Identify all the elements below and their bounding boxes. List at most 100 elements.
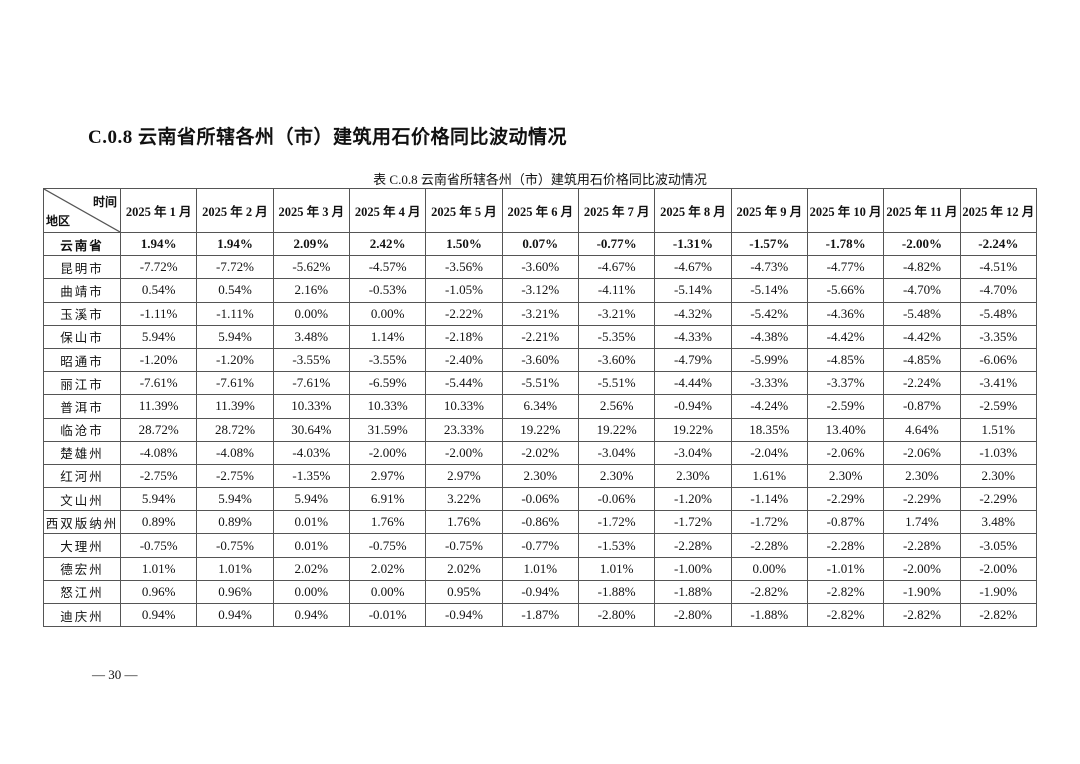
value-cell: -4.08% bbox=[196, 440, 274, 465]
value-cell: -5.14% bbox=[654, 278, 732, 303]
value-cell: -3.60% bbox=[577, 347, 656, 373]
value-cell: -4.51% bbox=[959, 255, 1038, 280]
region-cell: 云南省 bbox=[43, 231, 121, 257]
value-cell: 10.33% bbox=[348, 394, 427, 419]
value-cell: 0.01% bbox=[272, 510, 350, 535]
value-cell: 0.07% bbox=[501, 231, 579, 257]
value-cell: -0.77% bbox=[501, 533, 579, 558]
value-cell: 0.00% bbox=[272, 579, 350, 605]
value-cell: -3.05% bbox=[959, 533, 1038, 558]
region-cell: 红河州 bbox=[43, 463, 121, 489]
value-cell: 1.94% bbox=[196, 231, 274, 257]
value-cell: 0.54% bbox=[119, 278, 198, 303]
value-cell: -0.87% bbox=[883, 394, 961, 419]
value-cell: 18.35% bbox=[730, 417, 808, 442]
value-cell: 10.33% bbox=[425, 394, 503, 419]
value-cell: 19.22% bbox=[577, 417, 656, 442]
value-cell: -0.06% bbox=[501, 487, 579, 512]
value-cell: 2.56% bbox=[577, 394, 656, 419]
value-cell: -2.06% bbox=[806, 440, 885, 465]
value-cell: 3.22% bbox=[425, 487, 503, 512]
value-cell: 3.48% bbox=[959, 510, 1038, 535]
value-cell: 19.22% bbox=[501, 417, 579, 442]
value-cell: 2.97% bbox=[348, 463, 427, 489]
value-cell: 2.16% bbox=[272, 278, 350, 303]
column-header: 2025 年 8 月 bbox=[654, 188, 732, 233]
table-row: 普洱市 11.39% 11.39% 10.33% 10.33% 10.33% 6.34% 2.… bbox=[43, 394, 1038, 419]
value-cell: -3.04% bbox=[654, 440, 732, 465]
value-cell: 3.48% bbox=[272, 324, 350, 349]
value-cell: -2.82% bbox=[959, 602, 1038, 628]
value-cell: 2.97% bbox=[425, 463, 503, 489]
value-cell: -0.01% bbox=[348, 602, 427, 628]
value-cell: 2.02% bbox=[425, 556, 503, 581]
table-row: 昆明市 -7.72% -7.72% -5.62% -4.57% -3.56% -3.60% -… bbox=[43, 255, 1038, 280]
value-cell: -1.72% bbox=[654, 510, 732, 535]
value-cell: -2.28% bbox=[883, 533, 961, 558]
value-cell: 6.91% bbox=[348, 487, 427, 512]
value-cell: 0.54% bbox=[196, 278, 274, 303]
value-cell: 1.14% bbox=[348, 324, 427, 349]
value-cell: -5.14% bbox=[730, 278, 808, 303]
table-row: 西双版纳州 0.89% 0.89% 0.01% 1.76% 1.76% -0.86% -1.7… bbox=[43, 510, 1038, 535]
table-row: 大理州 -0.75% -0.75% 0.01% -0.75% -0.75% -0.77% -1… bbox=[43, 533, 1038, 558]
table-row: 昭通市 -1.20% -1.20% -3.55% -3.55% -2.40% -3.60% -… bbox=[43, 347, 1038, 373]
value-cell: 28.72% bbox=[119, 417, 198, 442]
value-cell: -0.75% bbox=[196, 533, 274, 558]
value-cell: 1.76% bbox=[348, 510, 427, 535]
value-cell: 1.76% bbox=[425, 510, 503, 535]
value-cell: -1.72% bbox=[577, 510, 656, 535]
value-cell: 2.02% bbox=[348, 556, 427, 581]
value-cell: 1.74% bbox=[883, 510, 961, 535]
value-cell: -0.53% bbox=[348, 278, 427, 303]
value-cell: 0.00% bbox=[348, 579, 427, 605]
value-cell: -1.11% bbox=[119, 301, 198, 326]
value-cell: -4.38% bbox=[730, 324, 808, 349]
value-cell: 1.94% bbox=[119, 231, 198, 257]
page-number: — 30 — bbox=[92, 667, 138, 682]
value-cell: -4.67% bbox=[577, 255, 656, 280]
region-cell: 昆明市 bbox=[43, 255, 121, 280]
column-header: 2025 年 9 月 bbox=[730, 188, 808, 233]
value-cell: -4.70% bbox=[959, 278, 1038, 303]
value-cell: -2.02% bbox=[501, 440, 579, 465]
value-cell: 1.01% bbox=[501, 556, 579, 581]
value-cell: -3.35% bbox=[959, 324, 1038, 349]
value-cell: -3.41% bbox=[959, 371, 1038, 396]
table-row: 楚雄州 -4.08% -4.08% -4.03% -2.00% -2.00% -2.02% -… bbox=[43, 440, 1038, 465]
table-row: 保山市 5.94% 5.94% 3.48% 1.14% -2.18% -2.21% -5.35… bbox=[43, 324, 1038, 349]
value-cell: -4.42% bbox=[883, 324, 961, 349]
value-cell: -5.48% bbox=[883, 301, 961, 326]
value-cell: -5.51% bbox=[501, 371, 579, 396]
value-cell: -1.78% bbox=[806, 231, 885, 257]
region-cell: 大理州 bbox=[43, 533, 121, 558]
region-cell: 文山州 bbox=[43, 487, 121, 512]
value-cell: -1.20% bbox=[119, 347, 198, 373]
diagonal-divider bbox=[44, 189, 120, 232]
column-header: 2025 年 4 月 bbox=[348, 188, 427, 233]
value-cell: -4.70% bbox=[883, 278, 961, 303]
value-cell: -4.33% bbox=[654, 324, 732, 349]
value-cell: -4.42% bbox=[806, 324, 885, 349]
value-cell: 2.02% bbox=[272, 556, 350, 581]
value-cell: 5.94% bbox=[119, 487, 198, 512]
value-cell: -3.55% bbox=[348, 347, 427, 373]
value-cell: 0.00% bbox=[348, 301, 427, 326]
value-cell: -4.36% bbox=[806, 301, 885, 326]
table-header-row: 时间 地区 2025 年 1 月 2025 年 2 月 2025 年 3 月 2025… bbox=[43, 188, 1038, 233]
value-cell: 0.00% bbox=[272, 301, 350, 326]
value-cell: -2.24% bbox=[959, 231, 1038, 257]
value-cell: -4.32% bbox=[654, 301, 732, 326]
value-cell: 0.95% bbox=[425, 579, 503, 605]
value-cell: 0.89% bbox=[196, 510, 274, 535]
price-fluctuation-table: 时间 地区 2025 年 1 月 2025 年 2 月 2025 年 3 月 2025… bbox=[43, 188, 1038, 628]
value-cell: 2.30% bbox=[883, 463, 961, 489]
table-caption: 表 C.0.8 云南省所辖各州（市）建筑用石价格同比波动情况 bbox=[373, 172, 707, 187]
region-cell: 临沧市 bbox=[43, 417, 121, 442]
value-cell: 19.22% bbox=[654, 417, 732, 442]
value-cell: 31.59% bbox=[348, 417, 427, 442]
value-cell: -1.31% bbox=[654, 231, 732, 257]
region-cell: 丽江市 bbox=[43, 371, 121, 396]
value-cell: -2.80% bbox=[654, 602, 732, 628]
value-cell: -2.29% bbox=[959, 487, 1038, 512]
